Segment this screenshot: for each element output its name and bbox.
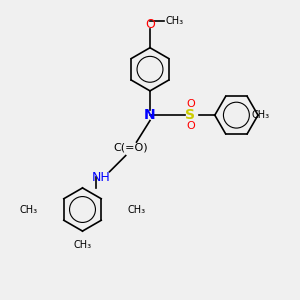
Text: NH: NH xyxy=(92,171,111,184)
Text: CH₃: CH₃ xyxy=(74,240,92,250)
Text: O: O xyxy=(186,121,195,131)
Text: O: O xyxy=(145,18,155,31)
Text: CH₃: CH₃ xyxy=(252,110,270,120)
Text: N: N xyxy=(144,108,156,122)
Text: O: O xyxy=(186,99,195,110)
Text: CH₃: CH₃ xyxy=(20,205,38,214)
Text: C(=O): C(=O) xyxy=(114,142,148,152)
Text: CH₃: CH₃ xyxy=(165,16,183,26)
Text: CH₃: CH₃ xyxy=(128,205,146,214)
Text: S: S xyxy=(185,108,196,122)
